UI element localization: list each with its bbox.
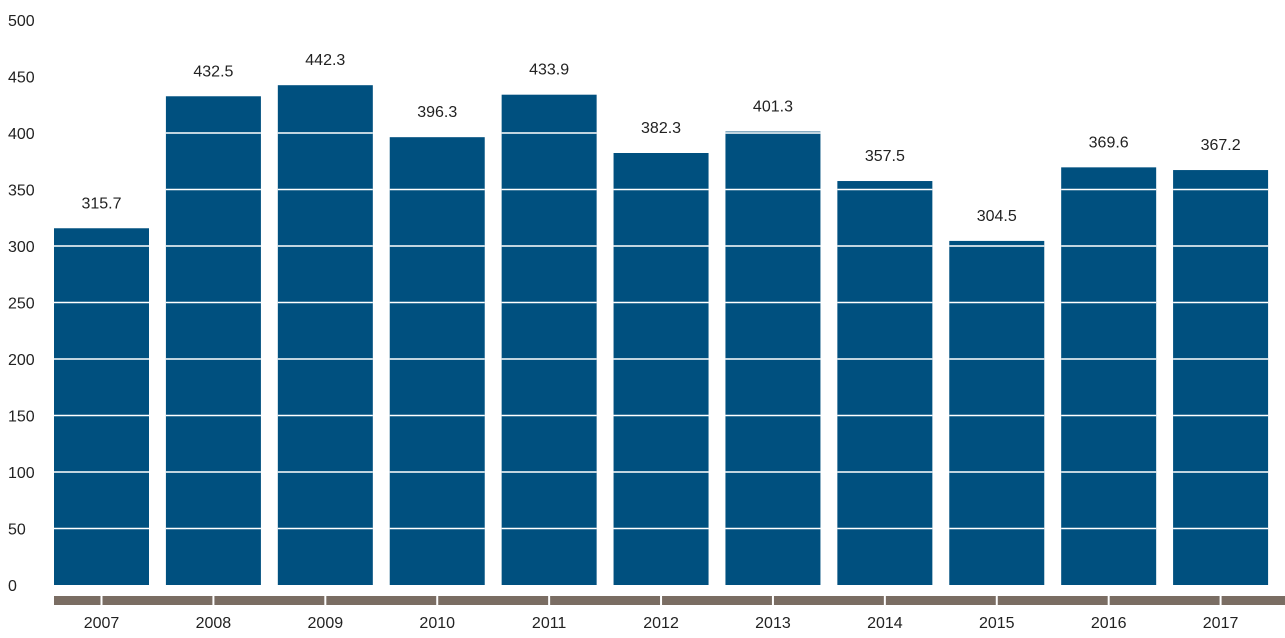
y-tick-label: 0 xyxy=(8,578,17,595)
bar-2008 xyxy=(165,96,261,586)
bar-2017 xyxy=(1173,170,1269,585)
gridlines-group xyxy=(54,132,1269,530)
bar-2010 xyxy=(389,137,485,585)
x-tick-label-2015: 2015 xyxy=(979,615,1015,632)
x-tick-label-2011: 2011 xyxy=(532,615,567,632)
y-tick-label: 200 xyxy=(8,352,35,369)
data-label-2015: 304.5 xyxy=(977,208,1017,225)
x-tick-label-2016: 2016 xyxy=(1091,615,1127,632)
y-tick-label: 400 xyxy=(8,126,35,143)
bars-group xyxy=(54,85,1269,586)
y-tick-label: 500 xyxy=(8,13,35,30)
y-tick-label: 100 xyxy=(8,465,35,482)
y-tick-label: 350 xyxy=(8,183,35,200)
data-label-2012: 382.3 xyxy=(641,120,681,137)
data-label-2016: 369.6 xyxy=(1089,134,1129,151)
bar-2009 xyxy=(277,85,373,585)
data-label-2009: 442.3 xyxy=(305,52,345,69)
y-tick-label: 50 xyxy=(8,522,26,539)
data-label-2017: 367.2 xyxy=(1201,137,1241,154)
x-axis xyxy=(54,596,1285,605)
data-label-2007: 315.7 xyxy=(81,195,121,212)
x-tick-label-2012: 2012 xyxy=(643,615,679,632)
bar-2015 xyxy=(949,240,1045,586)
x-tick-label-2008: 2008 xyxy=(196,615,232,632)
x-axis-line xyxy=(54,596,1285,605)
x-tick-label-2017: 2017 xyxy=(1203,615,1239,632)
y-tick-label: 450 xyxy=(8,70,35,87)
x-tick-label-2007: 2007 xyxy=(84,615,120,632)
y-tick-label: 250 xyxy=(8,296,35,313)
bar-2012 xyxy=(613,153,709,585)
data-label-2013: 401.3 xyxy=(753,99,793,116)
x-tick-label-2013: 2013 xyxy=(755,615,791,632)
data-label-2008: 432.5 xyxy=(193,63,233,80)
y-tick-label: 300 xyxy=(8,239,35,256)
data-label-2010: 396.3 xyxy=(417,104,457,121)
x-tick-label-2010: 2010 xyxy=(419,615,455,632)
bar-2016 xyxy=(1061,167,1157,585)
data-label-2014: 357.5 xyxy=(865,148,905,165)
data-label-2011: 433.9 xyxy=(529,62,569,79)
y-tick-label: 150 xyxy=(8,409,35,426)
x-tick-label-2014: 2014 xyxy=(867,615,903,632)
bar-2014 xyxy=(837,181,933,585)
bar-2007 xyxy=(54,228,149,585)
data-labels-group: 315.7 432.5 442.3 396.3 433.9 382.3 401.3 357.5… xyxy=(81,52,1240,225)
bar-2011 xyxy=(501,94,597,585)
y-axis-tick-labels: 0 50 100 150 200 250 300 350 400 450 500 xyxy=(8,13,35,595)
x-tick-label-2009: 2009 xyxy=(308,615,344,632)
x-axis-tick-labels: 2007 2008 2009 2010 2011 2012 2013 2014 2015 2016… xyxy=(84,615,1239,632)
